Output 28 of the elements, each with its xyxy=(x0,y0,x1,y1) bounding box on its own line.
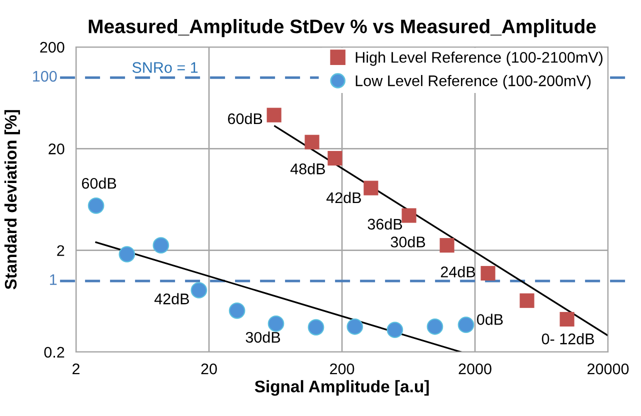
annotation: 60dB xyxy=(228,112,262,124)
legend-label: High Level Reference (100-2100mV) xyxy=(356,52,602,66)
annotation: SNRo = 1 xyxy=(132,62,198,73)
x-axis-title: Signal Amplitude [a.u] xyxy=(254,380,429,396)
annotation: 24dB xyxy=(440,266,476,278)
ref-line-label: 1 xyxy=(50,274,57,285)
x-tick-label: 20000 xyxy=(588,364,629,374)
x-tick-label: 2 xyxy=(72,364,80,374)
annotation: 30dB xyxy=(390,236,426,248)
y-tick-label: 0.2 xyxy=(44,346,64,358)
x-tick-label: 200 xyxy=(330,364,354,374)
annotation: 42dB xyxy=(326,192,361,204)
annotation: 36dB xyxy=(368,218,402,230)
x-tick-label: 2000 xyxy=(458,364,492,374)
ref-line-label: 100 xyxy=(33,70,57,82)
y-tick-label: 200 xyxy=(40,42,64,53)
legend-label: Low Level Reference (100-200mV) xyxy=(356,74,591,90)
annotation: 48dB xyxy=(290,163,325,174)
annotation: 42dB xyxy=(154,293,189,304)
annotation: 60dB xyxy=(82,178,116,189)
annotation: 0dB xyxy=(476,314,503,325)
x-tick-label: 20 xyxy=(201,364,217,374)
y-tick-label: 2 xyxy=(57,245,64,256)
chart-title: Measured_Amplitude StDev % vs Measured_Amplitude xyxy=(88,19,596,38)
y-tick-label: 20 xyxy=(48,144,64,154)
y-axis-title: Standard deviation [%] xyxy=(4,110,20,290)
annotation: 30dB xyxy=(246,332,280,343)
annotation: 0- 12dB xyxy=(542,333,594,344)
